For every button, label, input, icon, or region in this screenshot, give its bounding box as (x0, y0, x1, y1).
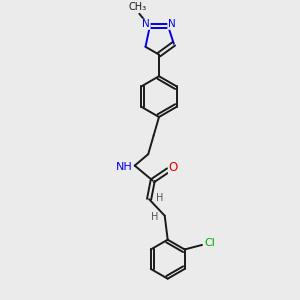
Text: N: N (142, 19, 150, 29)
Text: H: H (156, 193, 163, 203)
Text: Cl: Cl (204, 238, 215, 248)
Text: H: H (151, 212, 158, 222)
Text: CH₃: CH₃ (129, 2, 147, 12)
Text: NH: NH (116, 162, 133, 172)
Text: N: N (168, 19, 176, 29)
Text: O: O (169, 160, 178, 174)
